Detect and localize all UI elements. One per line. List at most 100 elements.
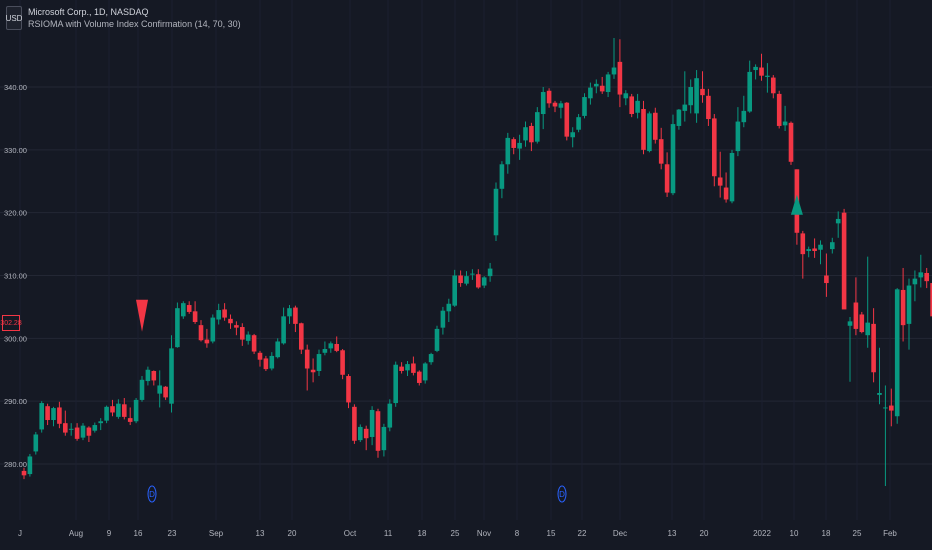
candle-body	[765, 75, 770, 77]
x-tick-label: Dec	[613, 529, 627, 538]
candle-body	[481, 277, 487, 286]
candle	[133, 398, 139, 424]
x-tick-label: 13	[256, 529, 265, 538]
candle	[417, 370, 422, 386]
candle	[930, 283, 932, 317]
chart-legend: USD Microsoft Corp., 1D, NASDAQ RSIOMA w…	[6, 6, 241, 30]
dividend-marker-label: D	[149, 490, 155, 499]
candle-body	[782, 121, 788, 126]
candle	[877, 347, 882, 405]
candle-body	[240, 327, 245, 340]
candle-body	[299, 323, 304, 350]
candle	[759, 53, 764, 81]
candle	[186, 301, 192, 314]
buy-signal-arrow	[790, 194, 803, 215]
candle-body	[918, 272, 924, 278]
candle	[658, 127, 664, 170]
candle-body	[80, 425, 86, 438]
candle-body	[806, 249, 811, 251]
candle-body	[405, 364, 410, 371]
candle	[204, 328, 210, 348]
candle-body	[464, 276, 469, 284]
candle	[806, 246, 811, 258]
candle-body	[493, 188, 499, 236]
candle	[782, 105, 788, 131]
candle	[912, 270, 918, 302]
x-tick-label: 25	[853, 529, 862, 538]
y-tick-label: 320.00	[4, 209, 27, 218]
candle	[293, 305, 298, 333]
candle-body	[900, 289, 906, 326]
candle-body	[352, 406, 357, 441]
x-tick-label: 2022	[753, 529, 771, 538]
candle	[582, 93, 587, 119]
candle-body	[830, 242, 835, 250]
candle	[328, 341, 334, 353]
candle-body	[198, 325, 204, 341]
candle-body	[605, 74, 611, 93]
candle-body	[576, 117, 581, 130]
candle	[576, 114, 581, 133]
candle	[776, 90, 782, 129]
candle	[647, 111, 652, 153]
candle	[127, 407, 133, 426]
candle-body	[540, 92, 546, 115]
candle-body	[145, 369, 151, 382]
candle	[741, 95, 747, 128]
symbol-title: Microsoft Corp., 1D, NASDAQ	[28, 7, 149, 17]
currency-badge[interactable]: USD	[6, 6, 22, 30]
grid-lines	[0, 0, 932, 520]
candle	[139, 376, 145, 402]
indicator-label[interactable]: RSIOMA with Volume Index Confirmation (1…	[28, 19, 241, 29]
candle-body	[759, 67, 764, 76]
candle	[68, 423, 74, 436]
last-price-tag: 302.28	[0, 315, 22, 331]
candle	[747, 60, 752, 113]
candle	[86, 426, 92, 443]
candle-body	[92, 425, 98, 431]
x-tick-label: J	[18, 529, 22, 538]
candle	[623, 90, 629, 106]
candle	[257, 350, 263, 367]
candle-body	[310, 369, 316, 373]
candle	[599, 76, 605, 94]
candle-body	[269, 355, 275, 369]
candle-body	[169, 348, 174, 404]
candle-body	[210, 317, 216, 342]
candle-body	[853, 302, 859, 329]
candle	[918, 254, 924, 288]
candle	[251, 333, 257, 355]
x-tick-label: 20	[700, 529, 709, 538]
candle	[222, 303, 227, 321]
candle	[470, 269, 475, 280]
candle	[835, 211, 841, 238]
candle-body	[723, 187, 729, 200]
candle-body	[558, 103, 564, 108]
dividend-marker-ring	[557, 485, 567, 503]
candle	[487, 262, 493, 282]
candle-body	[440, 310, 446, 328]
x-tick-label: 20	[288, 529, 297, 538]
candle	[476, 269, 481, 289]
candle-body	[163, 386, 168, 398]
candle-body	[411, 363, 416, 373]
x-axis-labels: J Aug 9 16 23 Sep 13 20 Oct 11 18 25 Nov 8 15 22 Dec 13 20…	[18, 529, 897, 538]
candle-body	[428, 354, 434, 363]
candle	[712, 114, 717, 187]
x-tick-label: 8	[515, 529, 520, 538]
candle	[464, 271, 469, 286]
candle	[653, 107, 658, 144]
x-tick-label: Feb	[883, 529, 897, 538]
candle	[664, 152, 670, 197]
x-tick-label: Nov	[477, 529, 491, 538]
candle	[611, 37, 617, 79]
candle	[458, 270, 463, 287]
candle-body	[682, 104, 688, 111]
candle	[145, 366, 151, 386]
candle-body	[263, 358, 269, 370]
candle-body	[611, 67, 617, 75]
candle-body	[399, 366, 404, 372]
candle-body	[192, 311, 198, 322]
